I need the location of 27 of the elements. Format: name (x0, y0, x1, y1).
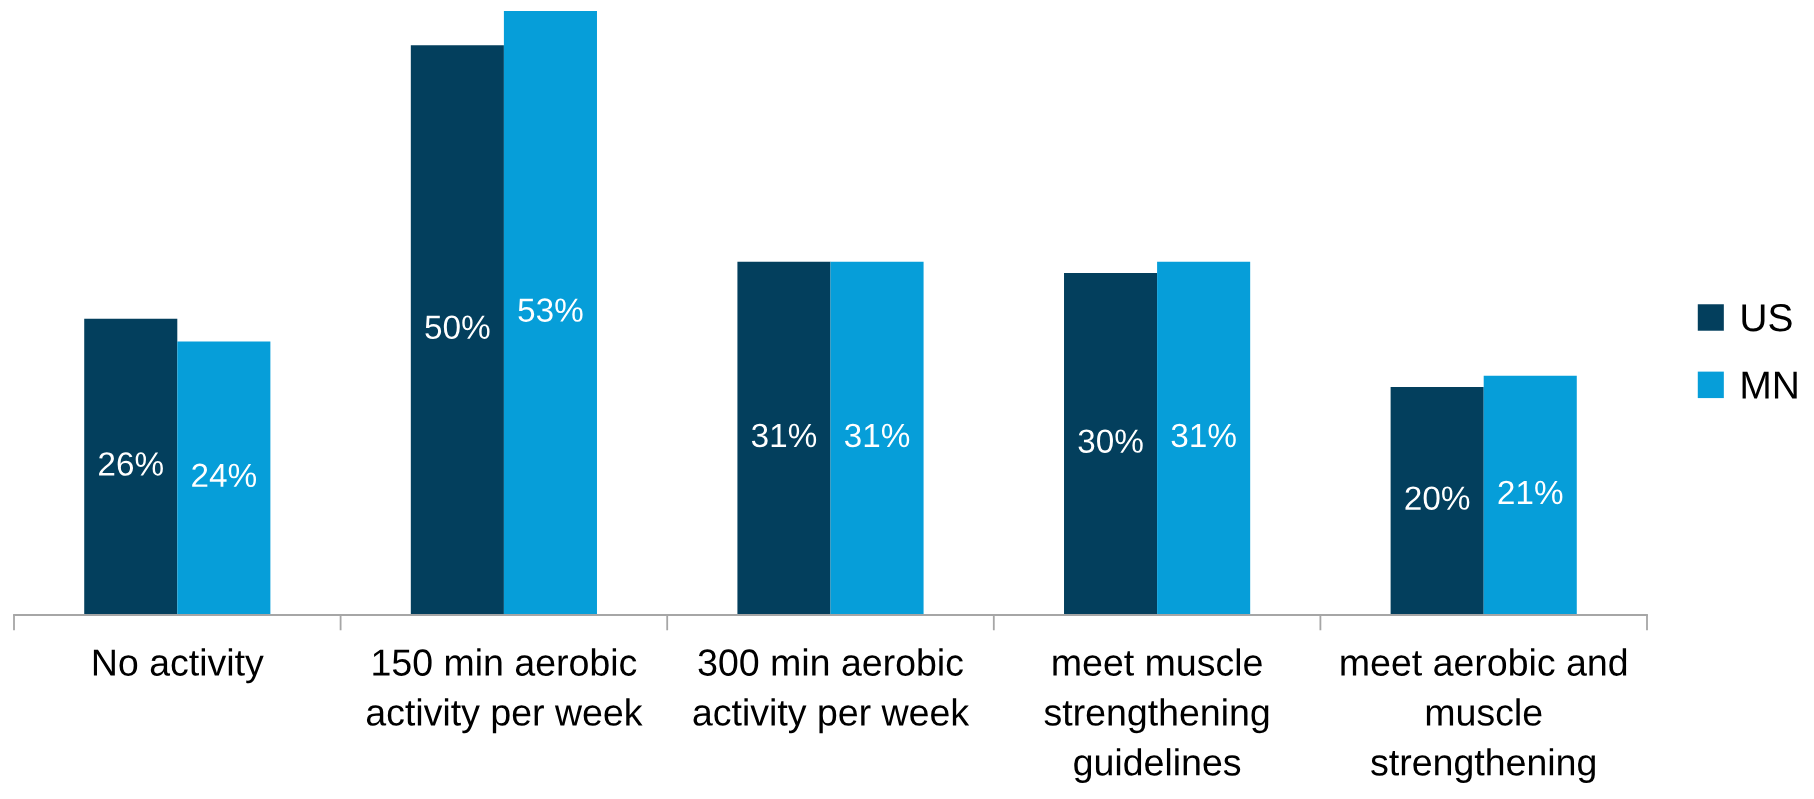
data-label: 31% (1171, 423, 1236, 448)
bar (503, 11, 597, 615)
data-label: 24% (192, 463, 257, 488)
data-label: 31% (751, 423, 817, 448)
bar (1157, 261, 1251, 615)
data-label: 21% (1498, 480, 1563, 505)
data-label: 26% (99, 452, 163, 476)
bar (1390, 387, 1484, 615)
bar (737, 261, 831, 615)
legend-label: MN (1742, 371, 1797, 399)
data-label: 50% (425, 315, 490, 340)
bar (1483, 375, 1577, 615)
bar (1064, 273, 1158, 615)
x-tick-label: meet muscle strengthening guidelines (1044, 648, 1269, 784)
x-tick-label: meet aerobic and muscle strengthening (1341, 648, 1627, 784)
bar (84, 318, 178, 615)
data-label: 53% (518, 298, 583, 322)
data-label: 31% (844, 423, 910, 448)
bar (177, 341, 271, 615)
x-tick-label: 150 min aerobic activity per week (366, 648, 643, 734)
x-tick-label: 300 min aerobic activity per week (693, 648, 970, 734)
legend-label: US (1742, 303, 1792, 332)
bar (830, 261, 924, 615)
data-label: 30% (1078, 429, 1143, 453)
x-tick-label: No activity (93, 648, 264, 684)
bar (410, 45, 504, 615)
data-label: 20% (1405, 486, 1470, 510)
